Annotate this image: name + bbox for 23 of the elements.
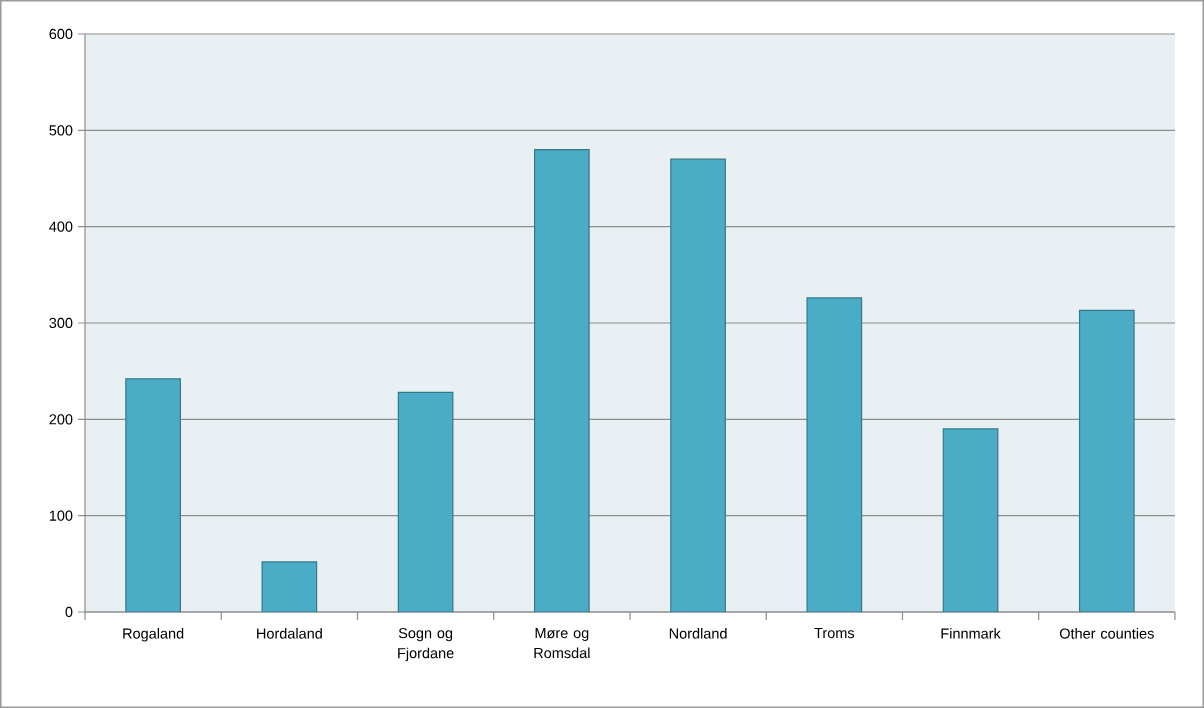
y-tick-label: 400 bbox=[49, 221, 73, 232]
bar bbox=[261, 561, 318, 612]
bar bbox=[1078, 309, 1135, 612]
y-tick-label: 0 bbox=[65, 606, 73, 618]
y-tick-label: 600 bbox=[49, 28, 73, 40]
y-tick-label: 200 bbox=[49, 414, 73, 425]
bar bbox=[806, 297, 863, 612]
bar bbox=[125, 378, 181, 612]
bar bbox=[942, 428, 999, 612]
x-tick-label: Finnmark bbox=[941, 628, 1001, 639]
y-tick-label: 300 bbox=[49, 317, 73, 329]
bar bbox=[534, 148, 590, 612]
x-tick-label: Troms bbox=[814, 628, 855, 639]
x-tick-label: Rogaland bbox=[123, 628, 184, 642]
x-tick-label: Nordland bbox=[669, 628, 727, 639]
y-tick-label: 500 bbox=[49, 125, 73, 136]
bar bbox=[670, 158, 726, 612]
bar bbox=[397, 391, 454, 612]
x-tick-label: Hordaland bbox=[257, 628, 322, 639]
y-tick-label: 100 bbox=[49, 510, 73, 521]
x-tick-label: Møre og Romsdal bbox=[534, 628, 590, 659]
x-tick-label: Sogn og Fjordane bbox=[398, 628, 454, 662]
x-tick-label: Other counties bbox=[1059, 628, 1154, 639]
